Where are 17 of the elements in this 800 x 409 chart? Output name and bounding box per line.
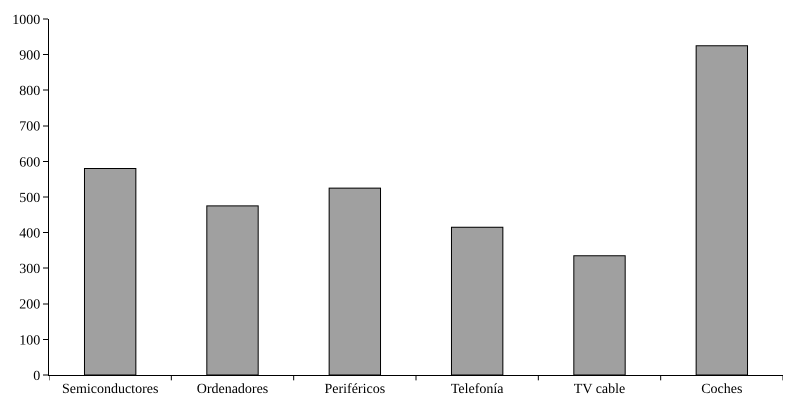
y-tick-label: 700 — [19, 120, 40, 135]
x-tick-label: Ordenadores — [196, 382, 268, 397]
y-tick-label: 500 — [19, 190, 40, 206]
x-tick-label: Telefonía — [450, 382, 504, 397]
y-tick-label: 800 — [19, 84, 40, 100]
x-tick-label: Periféricos — [324, 382, 386, 397]
y-tick-label: 200 — [19, 298, 40, 313]
y-tick-label: 0 — [33, 368, 40, 384]
y-tick-label: 900 — [19, 48, 40, 64]
y-tick-label: 100 — [19, 333, 40, 348]
y-tick-label: 400 — [19, 226, 40, 242]
y-tick-label: 300 — [19, 262, 40, 278]
x-tick-label: Coches — [701, 382, 742, 397]
x-tick-label: TV cable — [574, 382, 626, 397]
x-tick-label: Semiconductores — [62, 382, 158, 397]
y-tick-label: 1000 — [12, 12, 40, 28]
y-tick-label: 600 — [19, 155, 40, 170]
